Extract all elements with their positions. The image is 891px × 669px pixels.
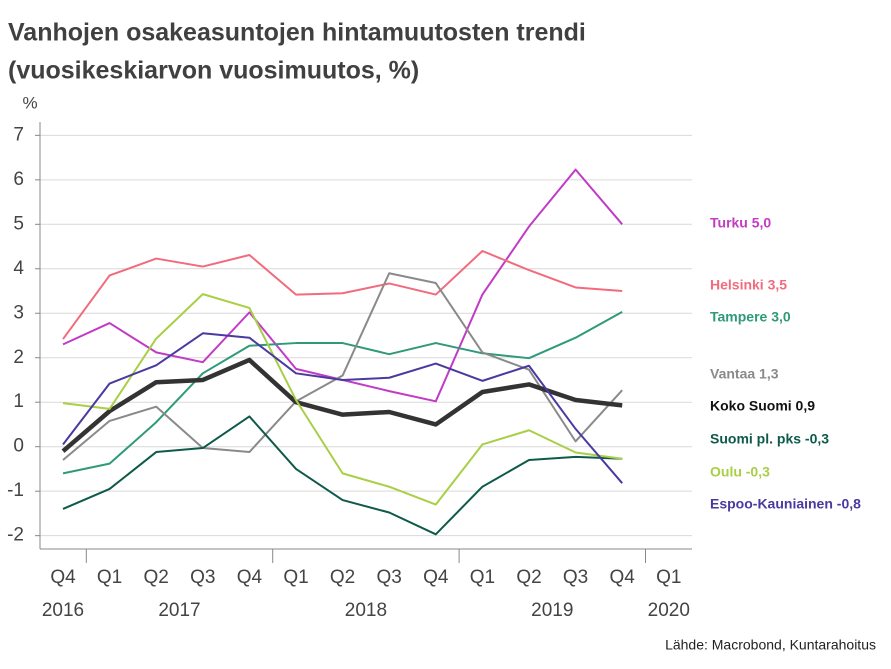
y-tick-label: 6 [13, 169, 24, 190]
y-axis-label: % [22, 93, 37, 112]
year-label: 2016 [42, 600, 84, 621]
year-label: 2018 [345, 600, 387, 621]
legend-label: Tampere 3,0 [710, 309, 791, 325]
y-tick-label: -1 [7, 480, 24, 501]
y-tick-label: 2 [13, 347, 24, 368]
y-tick-label: 0 [13, 436, 24, 457]
x-tick-label: Q4 [50, 567, 76, 588]
x-tick-label: Q4 [237, 567, 263, 588]
legend-label: Espoo-Kauniainen -0,8 [710, 496, 861, 512]
chart-title: Vanhojen osakeasuntojen hintamuutosten t… [8, 19, 586, 47]
y-tick-label: 5 [13, 213, 24, 234]
y-tick-label: 3 [13, 302, 24, 323]
x-tick-label: Q1 [656, 567, 681, 588]
y-tick-label: 7 [13, 124, 24, 145]
series-line [62, 332, 623, 484]
x-tick-label: Q1 [283, 567, 308, 588]
series-line [62, 272, 623, 461]
x-tick-label: Q2 [330, 567, 355, 588]
x-tick-label: Q4 [610, 567, 636, 588]
series-line [62, 311, 623, 475]
y-tick-label: -2 [7, 525, 24, 546]
legend-label: Helsinki 3,5 [710, 277, 787, 293]
series-line [62, 249, 623, 340]
chart-subtitle: (vuosikeskiarvon vuosimuutos, %) [8, 57, 419, 85]
x-tick-label: Q4 [423, 567, 449, 588]
x-tick-label: Q3 [377, 567, 402, 588]
legend-label: Koko Suomi 0,9 [710, 398, 815, 414]
x-tick-label: Q2 [516, 567, 541, 588]
source: Lähde: Macrobond, Kuntarahoitus [665, 637, 876, 653]
legend-label: Oulu -0,3 [710, 464, 770, 480]
x-tick-label: Q1 [470, 567, 495, 588]
year-label: 2019 [531, 600, 573, 621]
legend-label: Turku 5,0 [710, 215, 771, 231]
series-line [61, 357, 623, 453]
y-tick-label: 4 [13, 258, 24, 279]
legend-label: Vantaa 1,3 [710, 366, 779, 382]
year-label: 2017 [158, 600, 200, 621]
legend-label: Suomi pl. pks -0,3 [710, 431, 829, 447]
x-tick-label: Q1 [97, 567, 122, 588]
x-tick-label: Q2 [144, 567, 169, 588]
y-tick-label: 1 [13, 391, 24, 412]
year-label: 2020 [648, 600, 690, 621]
series-line [62, 293, 623, 506]
series-line [62, 415, 623, 536]
series-line [62, 168, 623, 403]
x-tick-label: Q3 [190, 567, 215, 588]
x-tick-label: Q3 [563, 567, 588, 588]
